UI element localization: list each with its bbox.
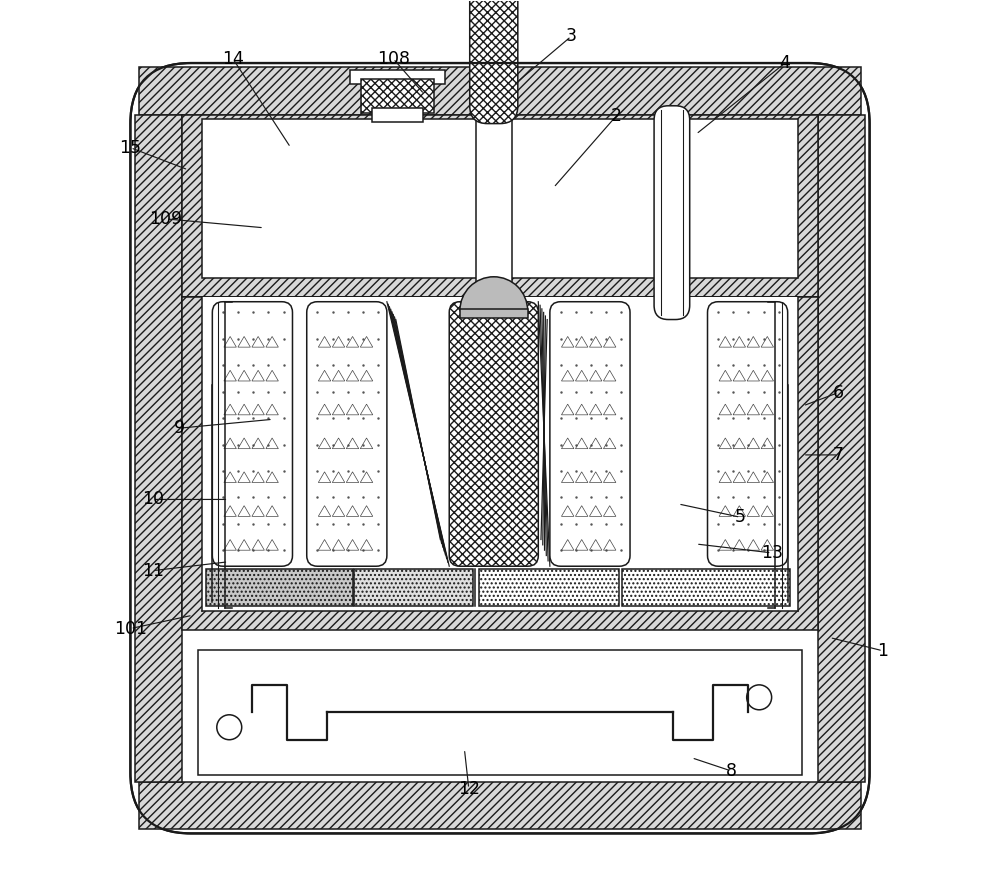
Text: 13: 13 [761,544,783,562]
FancyBboxPatch shape [130,63,870,833]
Text: 11: 11 [142,562,164,580]
Bar [622,569,790,607]
Bar [139,68,861,115]
FancyBboxPatch shape [654,106,690,319]
Text: 3: 3 [566,28,577,45]
Text: 15: 15 [119,138,141,157]
Bar [206,569,353,607]
Text: 108: 108 [377,50,410,68]
Text: 8: 8 [726,762,737,780]
Bar [135,115,182,781]
Text: 5: 5 [735,508,746,526]
Bar [350,70,445,85]
Bar [460,309,528,318]
FancyBboxPatch shape [212,301,292,566]
Bar [182,297,818,319]
Bar [476,106,512,319]
Text: 101: 101 [114,620,147,638]
Bar [182,115,818,297]
FancyBboxPatch shape [550,301,630,566]
Text: 4: 4 [780,54,790,72]
Bar [372,109,423,122]
Bar [198,650,802,774]
Text: 9: 9 [174,419,185,437]
Text: 6: 6 [833,384,844,401]
Text: 109: 109 [149,210,183,227]
Bar [139,781,861,829]
Text: 14: 14 [222,50,244,68]
Circle shape [747,685,772,710]
Text: 1: 1 [877,642,888,660]
Bar [202,297,798,611]
Bar [361,79,434,113]
Circle shape [217,714,242,739]
FancyBboxPatch shape [470,0,518,124]
Bar [182,297,818,631]
Text: 7: 7 [833,446,844,464]
Bar [202,120,798,277]
FancyBboxPatch shape [708,301,788,566]
Bar [479,569,619,607]
Text: 10: 10 [142,491,164,508]
Text: 2: 2 [610,107,621,126]
Bar [818,115,865,781]
Bar [354,569,473,607]
FancyBboxPatch shape [307,301,387,566]
Wedge shape [460,277,528,310]
FancyBboxPatch shape [449,301,538,566]
Text: 12: 12 [458,780,480,797]
